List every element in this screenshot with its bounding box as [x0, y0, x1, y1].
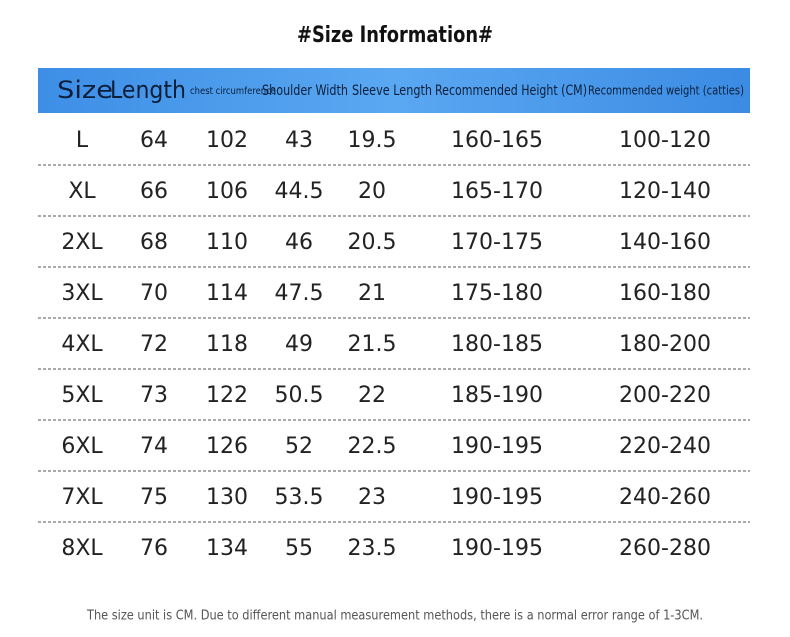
table-cell: 106 — [206, 179, 248, 204]
header-band — [38, 68, 750, 113]
table-cell: 118 — [206, 332, 248, 357]
table-cell: 8XL — [61, 536, 103, 561]
table-cell: 3XL — [61, 281, 103, 306]
table-cell: 22 — [358, 383, 386, 408]
table-cell: 100-120 — [619, 128, 711, 153]
table-cell: 74 — [140, 434, 168, 459]
header-cell: Length — [110, 76, 186, 104]
table-cell: 134 — [206, 536, 248, 561]
table-cell: 23.5 — [348, 536, 397, 561]
table-cell: 126 — [206, 434, 248, 459]
table-cell: 22.5 — [348, 434, 397, 459]
table-cell: 19.5 — [348, 128, 397, 153]
table-cell: 140-160 — [619, 230, 711, 255]
table-cell: 6XL — [61, 434, 103, 459]
table-cell: 180-200 — [619, 332, 711, 357]
table-cell: 44.5 — [275, 179, 324, 204]
table-cell: 75 — [140, 485, 168, 510]
table-cell: 160-180 — [619, 281, 711, 306]
table-cell: 120-140 — [619, 179, 711, 204]
header-cell: chest circumference — [190, 86, 276, 97]
table-cell: 240-260 — [619, 485, 711, 510]
table-cell: 76 — [140, 536, 168, 561]
table-cell: 102 — [206, 128, 248, 153]
table-cell: L — [76, 128, 89, 153]
table-cell: 72 — [140, 332, 168, 357]
table-cell: 47.5 — [275, 281, 324, 306]
table-cell: 49 — [285, 332, 313, 357]
table-cell: 46 — [285, 230, 313, 255]
table-cell: 2XL — [61, 230, 103, 255]
table-cell: 170-175 — [451, 230, 543, 255]
table-cell: 70 — [140, 281, 168, 306]
table-cell: 165-170 — [451, 179, 543, 204]
table-cell: 160-165 — [451, 128, 543, 153]
table-cell: 5XL — [61, 383, 103, 408]
table-cell: 4XL — [61, 332, 103, 357]
table-cell: 190-195 — [451, 434, 543, 459]
title: #Size Information# — [297, 23, 493, 48]
table-cell: 52 — [285, 434, 313, 459]
table-cell: XL — [68, 179, 96, 204]
table-cell: 180-185 — [451, 332, 543, 357]
table-cell: 73 — [140, 383, 168, 408]
table-cell: 64 — [140, 128, 168, 153]
table-cell: 20 — [358, 179, 386, 204]
header-cell: Size — [57, 76, 113, 104]
table-cell: 53.5 — [275, 485, 324, 510]
header-cell: Sleeve Length — [352, 83, 432, 99]
table-cell: 122 — [206, 383, 248, 408]
table-cell: 200-220 — [619, 383, 711, 408]
table-cell: 21 — [358, 281, 386, 306]
header-cell: Shoulder Width — [262, 83, 348, 99]
table-cell: 114 — [206, 281, 248, 306]
table-cell: 185-190 — [451, 383, 543, 408]
header-cell: Recommended Height (CM) — [435, 83, 587, 99]
table-cell: 55 — [285, 536, 313, 561]
table-cell: 7XL — [61, 485, 103, 510]
table-cell: 220-240 — [619, 434, 711, 459]
table-cell: 23 — [358, 485, 386, 510]
table-cell: 50.5 — [275, 383, 324, 408]
table-cell: 260-280 — [619, 536, 711, 561]
table-cell: 175-180 — [451, 281, 543, 306]
table-cell: 190-195 — [451, 485, 543, 510]
table-cell: 130 — [206, 485, 248, 510]
table-cell: 68 — [140, 230, 168, 255]
table-cell: 21.5 — [348, 332, 397, 357]
table-cell: 66 — [140, 179, 168, 204]
table-cell: 110 — [206, 230, 248, 255]
table-cell: 20.5 — [348, 230, 397, 255]
table-cell: 43 — [285, 128, 313, 153]
table-cell: 190-195 — [451, 536, 543, 561]
header-cell: Recommended weight (catties) — [588, 84, 744, 98]
footer-note: The size unit is CM. Due to different ma… — [86, 609, 703, 624]
